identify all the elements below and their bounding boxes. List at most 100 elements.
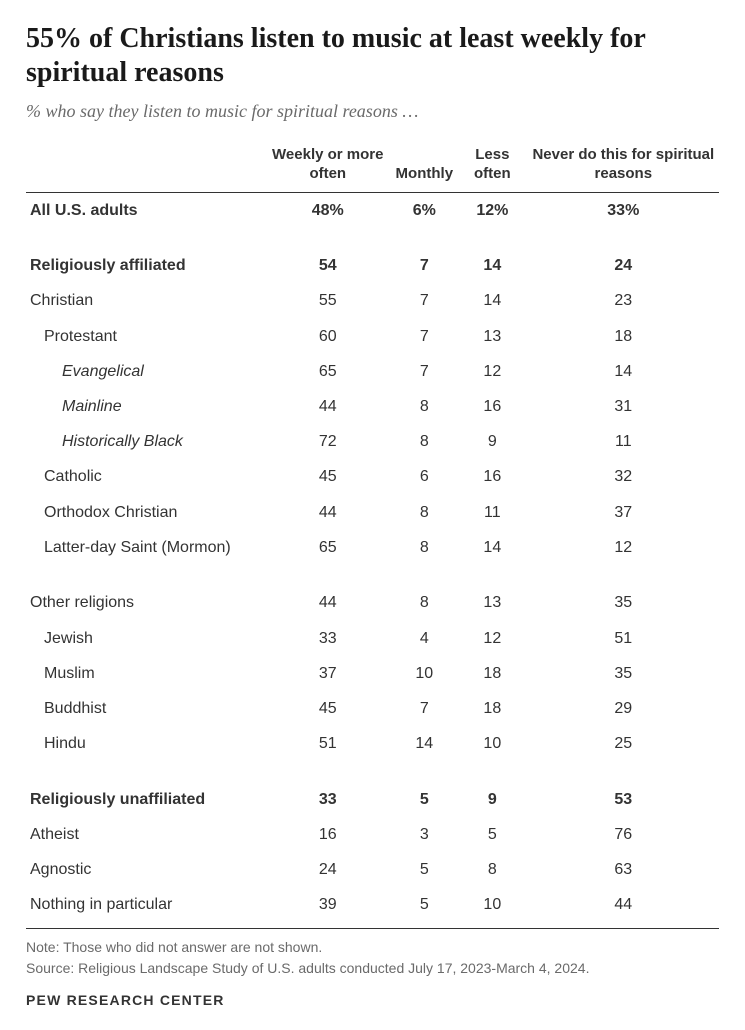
cell-value: 44 (264, 495, 392, 530)
cell-value: 25 (528, 726, 719, 761)
row-label: Orthodox Christian (26, 495, 264, 530)
row-label: Mainline (26, 389, 264, 424)
cell-value: 10 (457, 887, 528, 922)
cell-value: 16 (264, 817, 392, 852)
cell-value: 8 (392, 389, 458, 424)
table-row: Religiously unaffiliated335953 (26, 782, 719, 817)
table-row: Atheist163576 (26, 817, 719, 852)
row-label: Christian (26, 283, 264, 318)
cell-value: 16 (457, 389, 528, 424)
table-row: Catholic4561632 (26, 459, 719, 494)
row-label: Historically Black (26, 424, 264, 459)
table-row: Hindu51141025 (26, 726, 719, 761)
cell-value: 11 (457, 495, 528, 530)
spacer-row (26, 228, 719, 248)
row-label: Hindu (26, 726, 264, 761)
cell-value: 7 (392, 354, 458, 389)
row-label: Protestant (26, 319, 264, 354)
spacer-row (26, 565, 719, 585)
cell-value: 32 (528, 459, 719, 494)
cell-value: 14 (457, 248, 528, 283)
table-row: Mainline4481631 (26, 389, 719, 424)
table-row: Protestant6071318 (26, 319, 719, 354)
cell-value: 18 (457, 691, 528, 726)
cell-value: 8 (457, 852, 528, 887)
cell-value: 5 (392, 887, 458, 922)
cell-value: 16 (457, 459, 528, 494)
cell-value: 12% (457, 192, 528, 228)
cell-value: 51 (264, 726, 392, 761)
row-label: Catholic (26, 459, 264, 494)
cell-value: 44 (528, 887, 719, 922)
header-col-3: Less often (457, 140, 528, 192)
cell-value: 33 (264, 782, 392, 817)
cell-value: 45 (264, 691, 392, 726)
cell-value: 24 (264, 852, 392, 887)
chart-subtitle: % who say they listen to music for spiri… (26, 101, 719, 122)
cell-value: 54 (264, 248, 392, 283)
cell-value: 44 (264, 389, 392, 424)
cell-value: 76 (528, 817, 719, 852)
cell-value: 53 (528, 782, 719, 817)
cell-value: 5 (392, 852, 458, 887)
row-label: Latter-day Saint (Mormon) (26, 530, 264, 565)
cell-value: 7 (392, 691, 458, 726)
attribution: PEW RESEARCH CENTER (26, 992, 719, 1008)
header-col-1: Weekly or more often (264, 140, 392, 192)
cell-value: 10 (457, 726, 528, 761)
cell-value: 48% (264, 192, 392, 228)
row-label: Muslim (26, 656, 264, 691)
cell-value: 35 (528, 656, 719, 691)
cell-value: 33% (528, 192, 719, 228)
cell-value: 63 (528, 852, 719, 887)
cell-value: 37 (264, 656, 392, 691)
table-row: All U.S. adults48%6%12%33% (26, 192, 719, 228)
cell-value: 3 (392, 817, 458, 852)
cell-value: 29 (528, 691, 719, 726)
header-empty (26, 140, 264, 192)
cell-value: 8 (392, 424, 458, 459)
header-col-4: Never do this for spiritual reasons (528, 140, 719, 192)
cell-value: 37 (528, 495, 719, 530)
cell-value: 7 (392, 319, 458, 354)
cell-value: 45 (264, 459, 392, 494)
table-row: Religiously affiliated5471424 (26, 248, 719, 283)
cell-value: 10 (392, 656, 458, 691)
cell-value: 5 (457, 817, 528, 852)
row-label: All U.S. adults (26, 192, 264, 228)
cell-value: 9 (457, 782, 528, 817)
cell-value: 7 (392, 248, 458, 283)
cell-value: 33 (264, 621, 392, 656)
chart-title: 55% of Christians listen to music at lea… (26, 22, 719, 89)
source-text: Source: Religious Landscape Study of U.S… (26, 958, 719, 978)
table-row: Evangelical6571214 (26, 354, 719, 389)
cell-value: 12 (457, 354, 528, 389)
cell-value: 8 (392, 585, 458, 620)
cell-value: 13 (457, 319, 528, 354)
cell-value: 12 (528, 530, 719, 565)
cell-value: 44 (264, 585, 392, 620)
cell-value: 9 (457, 424, 528, 459)
row-label: Atheist (26, 817, 264, 852)
cell-value: 8 (392, 495, 458, 530)
row-label: Agnostic (26, 852, 264, 887)
cell-value: 7 (392, 283, 458, 318)
cell-value: 35 (528, 585, 719, 620)
cell-value: 11 (528, 424, 719, 459)
cell-value: 23 (528, 283, 719, 318)
table-row: Agnostic245863 (26, 852, 719, 887)
table-row: Jewish3341251 (26, 621, 719, 656)
row-label: Nothing in particular (26, 887, 264, 922)
footer-notes: Note: Those who did not answer are not s… (26, 928, 719, 978)
row-label: Buddhist (26, 691, 264, 726)
table-body: All U.S. adults48%6%12%33% Religiously a… (26, 192, 719, 922)
cell-value: 51 (528, 621, 719, 656)
table-row: Muslim37101835 (26, 656, 719, 691)
row-label: Other religions (26, 585, 264, 620)
cell-value: 14 (528, 354, 719, 389)
data-table: Weekly or more often Monthly Less often … (26, 140, 719, 922)
cell-value: 6 (392, 459, 458, 494)
header-row: Weekly or more often Monthly Less often … (26, 140, 719, 192)
cell-value: 39 (264, 887, 392, 922)
row-label: Evangelical (26, 354, 264, 389)
